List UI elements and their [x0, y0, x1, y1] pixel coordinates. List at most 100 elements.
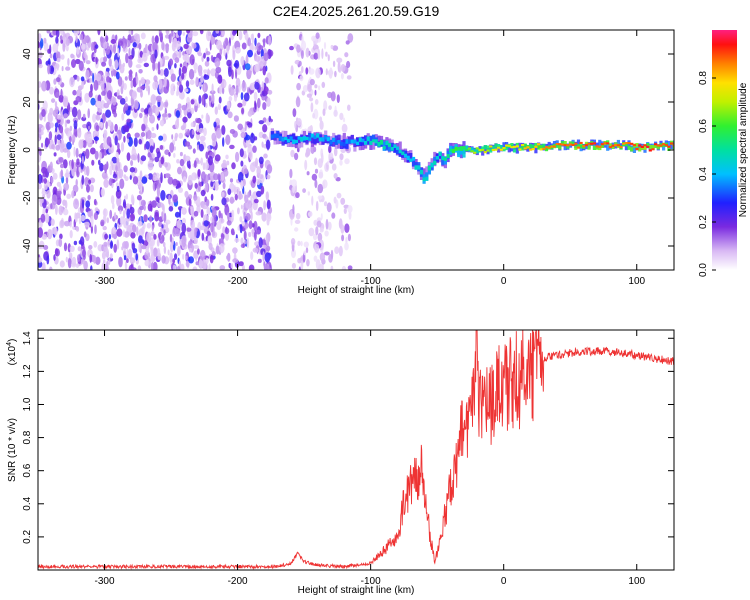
heatmap-ridge-cell	[377, 141, 381, 147]
heatmap-ridge-cell	[372, 139, 376, 143]
heatmap-ridge-cell	[534, 142, 538, 148]
heatmap-noise-speck	[225, 134, 231, 146]
heatmap-noise-speck	[125, 53, 129, 64]
heatmap-noise-speck	[178, 67, 182, 77]
heatmap-ridge-cell	[473, 148, 477, 153]
heatmap-noise-speck	[165, 227, 170, 233]
heatmap-ridge-cell	[630, 147, 634, 152]
heatmap-noise-speck	[95, 73, 102, 82]
heatmap-noise-speck	[343, 208, 347, 214]
heatmap-noise-speck	[38, 227, 43, 238]
heatmap-ridge-cell	[395, 146, 400, 155]
heatmap-noise-speck	[325, 51, 328, 57]
heatmap-noise-speck	[340, 147, 347, 154]
heatmap-ridge-cell	[672, 144, 674, 147]
heatmap-ridge-cell	[411, 156, 416, 161]
heatmap-noise-speck	[126, 258, 129, 263]
heatmap-noise-speck	[114, 59, 119, 70]
heatmap-ridge-cell	[356, 141, 360, 145]
heatmap-noise-speck	[50, 203, 53, 210]
heatmap-x-tick-label: -100	[361, 276, 381, 287]
heatmap-noise-speck	[97, 30, 101, 36]
heatmap-ridge-cell	[324, 136, 328, 144]
heatmap-noise-speck	[254, 230, 257, 241]
heatmap-noise-speck	[183, 88, 189, 93]
heatmap-noise-speck	[203, 127, 207, 137]
heatmap-noise-speck	[226, 100, 231, 110]
heatmap-noise-speck	[81, 175, 85, 185]
heatmap-ridge-cell	[491, 145, 495, 150]
heatmap-noise-speck	[167, 176, 174, 185]
heatmap-noise-speck	[261, 212, 267, 222]
heatmap-noise-speck	[215, 30, 220, 34]
heatmap-noise-speck	[300, 260, 304, 270]
heatmap-noise-speck	[178, 49, 182, 59]
heatmap-ridge-cell	[667, 141, 671, 148]
heatmap-noise-speck	[134, 132, 140, 138]
heatmap-y-ticks: -40 -20 0 20 40	[22, 48, 674, 253]
heatmap-noise-speck	[71, 256, 77, 266]
heatmap-noise-speck	[106, 260, 109, 270]
heatmap-noise-speck	[220, 172, 225, 182]
heatmap-noise-speck	[123, 217, 129, 229]
heatmap-noise-speck	[253, 220, 258, 232]
heatmap-noise-speck	[167, 249, 170, 256]
heatmap-noise-speck	[178, 187, 183, 193]
heatmap-ridge-cell	[350, 134, 354, 144]
heatmap-noise-speck	[226, 44, 229, 56]
heatmap-ridge-cell	[539, 148, 543, 151]
heatmap-noise-speck	[122, 209, 126, 219]
heatmap-noise-speck	[113, 243, 117, 253]
heatmap-noise-speck	[189, 54, 195, 66]
heatmap-noise-speck	[65, 44, 69, 52]
heatmap-noise-speck	[308, 68, 315, 75]
heatmap-noise-speck	[158, 159, 162, 168]
heatmap-noise-speck	[122, 125, 129, 133]
heatmap-noise-speck	[329, 67, 333, 78]
heatmap-noise-speck	[106, 136, 112, 146]
heatmap-noise-speck	[114, 212, 117, 220]
heatmap-noise-speck	[151, 224, 154, 232]
heatmap-x-axis-label: Height of straight line (km)	[298, 285, 415, 296]
heatmap-noise-speck	[225, 154, 229, 160]
heatmap-noise-speck	[198, 258, 203, 270]
heatmap-noise-speck	[323, 201, 328, 207]
heatmap-noise-speck	[225, 37, 229, 46]
heatmap-ridge-cell	[486, 149, 490, 152]
heatmap-noise-speck	[237, 123, 243, 131]
heatmap-noise-speck	[218, 85, 223, 95]
heatmap-noise-speck	[315, 200, 319, 212]
heatmap-noise-speck	[347, 265, 353, 270]
heatmap-noise-speck	[237, 171, 244, 183]
heatmap-ridge-cell	[470, 150, 474, 153]
heatmap-noise-speck	[141, 244, 147, 250]
heatmap-ridge-cell	[310, 136, 314, 144]
heatmap-noise-speck	[133, 33, 140, 40]
heatmap-noise-speck	[197, 52, 203, 57]
heatmap-ridge-cell	[574, 141, 578, 149]
heatmap-ridge-cell	[672, 145, 674, 150]
heatmap-noise-speck	[105, 67, 110, 72]
heatmap-noise-speck	[65, 175, 69, 185]
heatmap-noise-speck	[142, 52, 148, 62]
heatmap-noise-speck	[227, 111, 233, 119]
heatmap-noise-speck	[312, 112, 315, 119]
heatmap-ridge-cell	[369, 135, 373, 143]
heatmap-noise-speck	[188, 198, 192, 207]
heatmap-noise-speck	[204, 183, 209, 192]
heatmap-noise-speck	[105, 121, 108, 130]
heatmap-noise-speck	[164, 149, 170, 155]
heatmap-noise-speck	[124, 76, 128, 81]
heatmap-ridge-cell	[584, 144, 589, 147]
heatmap-noise-speck	[65, 256, 68, 263]
heatmap-noise-speck	[102, 141, 109, 149]
heatmap-ridge-cell	[398, 149, 402, 157]
heatmap-noise-speck	[61, 66, 64, 72]
heatmap-noise-speck	[86, 184, 90, 193]
heatmap-noise-speck	[256, 190, 262, 198]
heatmap-noise-speck	[181, 222, 187, 234]
colorbar-ticks: 0.0 0.2 0.4 0.6 0.8	[698, 71, 716, 277]
heatmap-noise-speck	[221, 191, 225, 198]
heatmap-noise-speck	[85, 148, 90, 159]
heatmap-ridge-cell	[342, 142, 346, 147]
